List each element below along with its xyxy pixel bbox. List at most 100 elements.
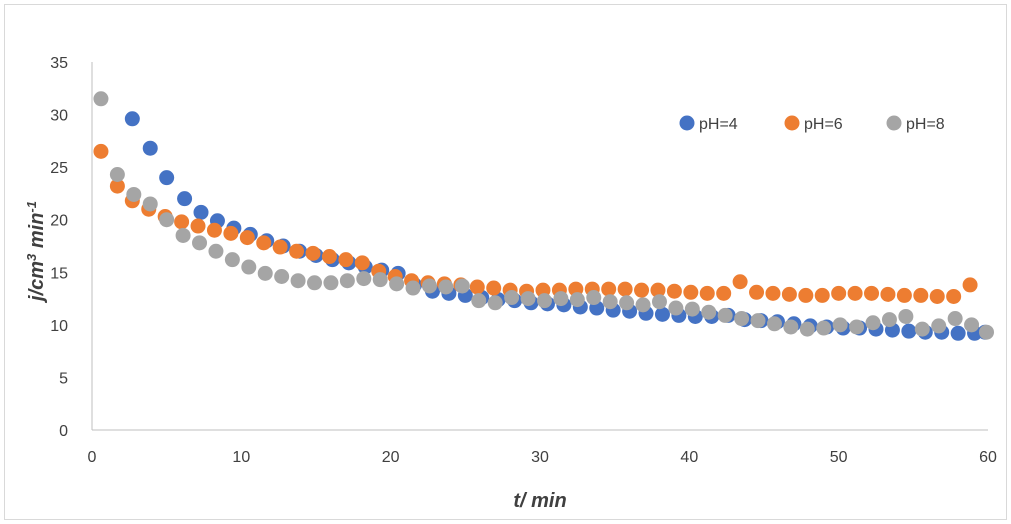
data-point — [913, 287, 929, 303]
data-point — [666, 283, 682, 299]
data-point — [257, 265, 273, 281]
data-point — [831, 285, 847, 301]
data-point — [964, 317, 980, 333]
data-point — [193, 204, 209, 220]
data-point — [206, 222, 222, 238]
data-point — [732, 274, 748, 290]
data-point — [93, 143, 109, 159]
data-point — [321, 249, 337, 265]
x-tick-label: 30 — [531, 449, 549, 466]
y-axis-title-main: j/cm — [26, 261, 48, 304]
data-point — [799, 321, 815, 337]
chart-frame — [4, 4, 1007, 520]
data-point — [405, 280, 421, 296]
data-point — [765, 285, 781, 301]
data-point — [256, 235, 272, 251]
data-point — [783, 319, 799, 335]
data-point — [307, 275, 323, 291]
data-point — [126, 186, 142, 202]
data-point — [602, 294, 618, 310]
data-point — [617, 281, 633, 297]
data-point — [356, 271, 372, 287]
data-point — [290, 273, 306, 289]
data-point — [946, 288, 962, 304]
data-point — [486, 280, 502, 296]
data-point — [241, 259, 257, 275]
y-tick-label: 10 — [50, 318, 68, 335]
data-point — [880, 286, 896, 302]
data-point — [929, 288, 945, 304]
data-point — [950, 325, 966, 341]
data-point — [487, 295, 503, 311]
data-point — [372, 272, 388, 288]
data-point — [109, 178, 125, 194]
legend-marker — [784, 115, 800, 131]
data-point — [699, 285, 715, 301]
data-point — [619, 295, 635, 311]
data-point — [289, 243, 305, 259]
series-1 — [124, 111, 993, 341]
y-tick-label: 15 — [50, 265, 68, 282]
legend-label: pH=8 — [906, 116, 945, 133]
x-tick-label: 40 — [680, 449, 698, 466]
legend-item-3: pH=8 — [886, 115, 945, 133]
data-point — [389, 276, 405, 292]
data-point — [142, 140, 158, 156]
data-point — [354, 255, 370, 271]
data-point — [814, 287, 830, 303]
data-point — [651, 294, 667, 310]
data-point — [766, 316, 782, 332]
data-point — [124, 111, 140, 127]
y-tick-label: 20 — [50, 213, 68, 230]
data-point — [272, 239, 288, 255]
x-tick-labels: 0 10 20 30 40 50 60 — [88, 449, 997, 466]
data-point — [536, 293, 552, 309]
data-point — [947, 311, 963, 327]
data-point — [684, 301, 700, 317]
data-point — [520, 291, 536, 307]
x-tick-label: 10 — [232, 449, 250, 466]
y-tick-labels: 0 5 10 15 20 25 30 35 — [50, 55, 68, 440]
data-point — [274, 268, 290, 284]
y-axis-title-sup2: -1 — [24, 201, 39, 213]
data-point — [438, 279, 454, 295]
data-point — [471, 293, 487, 309]
y-tick-label: 5 — [59, 370, 68, 387]
data-point — [654, 306, 670, 322]
legend-marker — [679, 115, 695, 131]
data-point — [454, 278, 470, 294]
legend-label: pH=4 — [699, 116, 738, 133]
data-point — [716, 285, 732, 301]
data-point — [159, 212, 175, 228]
data-point — [208, 243, 224, 259]
data-point — [190, 218, 206, 234]
data-point — [847, 285, 863, 301]
data-point — [635, 297, 651, 313]
data-point — [504, 290, 520, 306]
data-point — [239, 230, 255, 246]
data-point — [305, 245, 321, 261]
data-point — [93, 91, 109, 107]
data-point — [174, 214, 190, 230]
data-point — [881, 312, 897, 328]
data-point — [421, 278, 437, 294]
series-2 — [93, 143, 978, 304]
x-axis-title: t/ min — [513, 490, 566, 512]
data-point — [901, 323, 917, 339]
legend-item-1: pH=4 — [679, 115, 738, 133]
y-tick-label: 30 — [50, 108, 68, 125]
data-point — [469, 279, 485, 295]
data-point — [914, 321, 930, 337]
data-point — [832, 317, 848, 333]
data-point — [931, 318, 947, 334]
y-tick-label: 35 — [50, 55, 68, 72]
data-point — [781, 286, 797, 302]
x-tick-label: 0 — [88, 449, 97, 466]
data-point — [865, 315, 881, 331]
data-point — [569, 292, 585, 308]
series-3 — [93, 91, 995, 340]
data-point — [586, 290, 602, 306]
data-point — [683, 284, 699, 300]
data-point — [650, 282, 666, 298]
data-point — [175, 227, 191, 243]
